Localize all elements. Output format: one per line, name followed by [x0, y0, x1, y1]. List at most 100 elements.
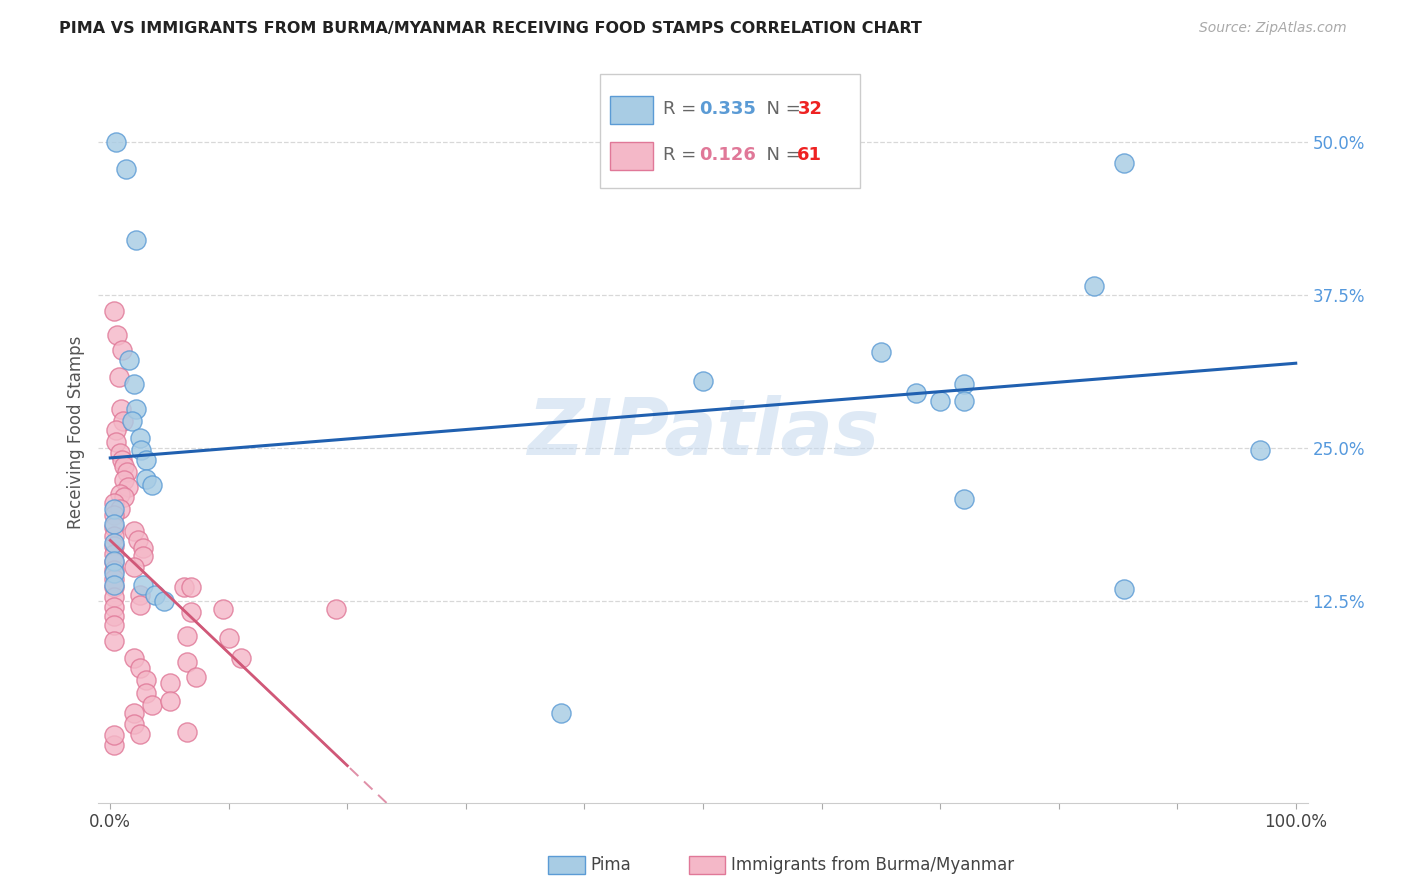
Point	[132, 578, 155, 592]
Text: Pima: Pima	[591, 856, 631, 874]
Point	[173, 581, 195, 595]
Point	[103, 608, 125, 623]
Point	[159, 694, 181, 708]
Point	[132, 549, 155, 563]
Point	[929, 394, 952, 409]
Text: R =: R =	[664, 146, 702, 164]
Point	[114, 473, 136, 487]
Text: 0.126: 0.126	[699, 146, 756, 164]
Point	[115, 466, 138, 480]
Point	[125, 401, 148, 416]
Point	[176, 655, 198, 669]
Point	[103, 548, 125, 562]
Point	[103, 553, 125, 567]
Point	[834, 128, 856, 143]
Point	[1249, 443, 1271, 458]
Point	[212, 602, 235, 616]
Point	[159, 676, 181, 690]
Point	[103, 591, 125, 605]
Point	[103, 729, 125, 743]
Text: R =: R =	[664, 100, 702, 118]
Point	[103, 566, 125, 580]
Point	[184, 670, 207, 684]
Point	[103, 739, 125, 753]
Point	[176, 724, 198, 739]
Text: N =: N =	[755, 100, 807, 118]
Point	[952, 394, 974, 409]
FancyBboxPatch shape	[610, 95, 654, 124]
Point	[105, 135, 128, 149]
Point	[141, 698, 163, 712]
FancyBboxPatch shape	[610, 142, 654, 169]
Point	[143, 588, 166, 602]
Point	[117, 480, 139, 494]
Point	[112, 414, 135, 428]
Point	[110, 401, 132, 416]
Point	[103, 555, 125, 569]
Point	[1112, 155, 1135, 169]
Point	[103, 618, 125, 632]
Point	[103, 516, 125, 531]
Point	[122, 559, 145, 574]
Point	[103, 572, 125, 586]
Y-axis label: Receiving Food Stamps: Receiving Food Stamps	[66, 336, 84, 529]
Point	[103, 599, 125, 614]
Text: Immigrants from Burma/Myanmar: Immigrants from Burma/Myanmar	[731, 856, 1014, 874]
Point	[108, 487, 131, 501]
Point	[176, 629, 198, 643]
Point	[218, 631, 240, 645]
Text: 0.335: 0.335	[699, 100, 756, 118]
Point	[122, 524, 145, 538]
Point	[111, 343, 134, 357]
Point	[692, 374, 714, 388]
Point	[135, 673, 157, 688]
Point	[111, 453, 134, 467]
Point	[132, 541, 155, 556]
Point	[103, 578, 125, 592]
Text: ZIPatlas: ZIPatlas	[527, 394, 879, 471]
Point	[127, 533, 149, 547]
Point	[952, 492, 974, 507]
Text: Source: ZipAtlas.com: Source: ZipAtlas.com	[1199, 21, 1347, 35]
Point	[122, 706, 145, 721]
Point	[114, 161, 136, 176]
Point	[103, 508, 125, 523]
Point	[869, 345, 891, 359]
Point	[103, 520, 125, 534]
FancyBboxPatch shape	[600, 73, 860, 188]
Point	[905, 385, 928, 400]
Point	[135, 686, 157, 700]
Point	[114, 459, 136, 474]
Point	[125, 233, 148, 247]
Point	[180, 605, 202, 619]
Text: N =: N =	[755, 146, 807, 164]
Point	[107, 370, 129, 384]
Point	[229, 651, 252, 665]
Point	[103, 496, 125, 510]
Point	[325, 602, 347, 616]
Point	[103, 634, 125, 648]
Point	[129, 661, 152, 675]
Text: 61: 61	[797, 146, 823, 164]
Point	[129, 443, 152, 458]
Point	[114, 490, 136, 504]
Point	[103, 581, 125, 595]
Point	[103, 502, 125, 516]
Point	[129, 588, 152, 602]
Point	[129, 431, 152, 445]
Text: 32: 32	[797, 100, 823, 118]
Point	[103, 563, 125, 577]
Point	[105, 328, 128, 343]
Point	[122, 651, 145, 665]
Point	[180, 581, 202, 595]
Point	[141, 477, 163, 491]
Point	[952, 377, 974, 392]
Point	[1112, 582, 1135, 596]
Point	[103, 529, 125, 543]
Point	[122, 377, 145, 392]
Point	[122, 717, 145, 731]
Point	[129, 598, 152, 612]
Point	[103, 536, 125, 550]
Point	[118, 352, 141, 367]
Point	[135, 471, 157, 485]
